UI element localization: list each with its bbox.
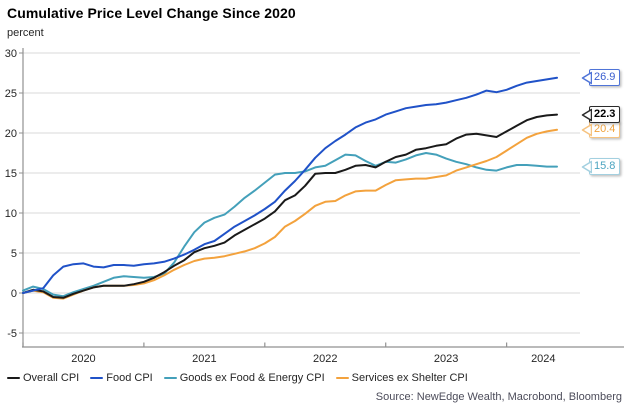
- legend-item-4: Services ex Shelter CPI: [335, 372, 468, 384]
- y-axis-unit-label: percent: [7, 27, 44, 39]
- legend-label: Overall CPI: [23, 372, 80, 384]
- end-value-label: 15.8: [581, 157, 621, 176]
- legend-dash-icon: [7, 376, 20, 380]
- x-tick-label: 2023: [434, 353, 458, 365]
- callout-arrow-icon: [581, 71, 592, 84]
- y-tick-label: 5: [11, 248, 17, 260]
- end-value-text: 26.9: [589, 69, 621, 86]
- y-tick-label: -5: [7, 328, 17, 340]
- y-tick-label: 25: [5, 88, 17, 100]
- x-tick-label: 2021: [192, 353, 216, 365]
- y-tick-label: 20: [5, 128, 17, 140]
- legend-label: Services ex Shelter CPI: [351, 372, 468, 384]
- legend-label: Goods ex Food & Energy CPI: [179, 372, 325, 384]
- end-value-text: 15.8: [589, 158, 621, 175]
- callout-arrow-icon: [581, 160, 592, 173]
- series-line-1: [22, 113, 558, 299]
- y-tick-label: 0: [11, 288, 17, 300]
- source-note: Source: NewEdge Wealth, Macrobond, Bloom…: [375, 391, 622, 403]
- end-value-text: 22.3: [589, 106, 621, 123]
- callout-arrow-icon: [581, 108, 592, 121]
- legend-item-1: Overall CPI: [7, 372, 79, 384]
- end-value-text: 20.4: [589, 121, 621, 138]
- series-line-3: [22, 152, 558, 298]
- legend-item-3: Goods ex Food & Energy CPI: [163, 372, 325, 384]
- x-tick-label: 2024: [531, 353, 555, 365]
- chart-title: Cumulative Price Level Change Since 2020: [7, 5, 296, 21]
- legend-dash-icon: [163, 376, 177, 380]
- y-tick-label: 10: [5, 208, 17, 220]
- end-value-label: 22.3: [581, 105, 621, 124]
- y-tick-label: 15: [5, 168, 17, 180]
- legend-dash-icon: [90, 376, 104, 380]
- end-value-label: 26.9: [581, 68, 621, 87]
- legend-item-2: Food CPI: [90, 372, 153, 384]
- y-tick-label: 30: [5, 48, 17, 60]
- legend: Overall CPI Food CPI Goods ex Food & Energ…: [7, 372, 468, 384]
- series-line-2: [22, 76, 558, 294]
- x-tick-label: 2020: [71, 353, 95, 365]
- legend-dash-icon: [335, 376, 349, 380]
- callout-arrow-icon: [581, 123, 592, 136]
- legend-label: Food CPI: [106, 372, 153, 384]
- series-line-4: [22, 128, 558, 300]
- x-tick-label: 2022: [313, 353, 337, 365]
